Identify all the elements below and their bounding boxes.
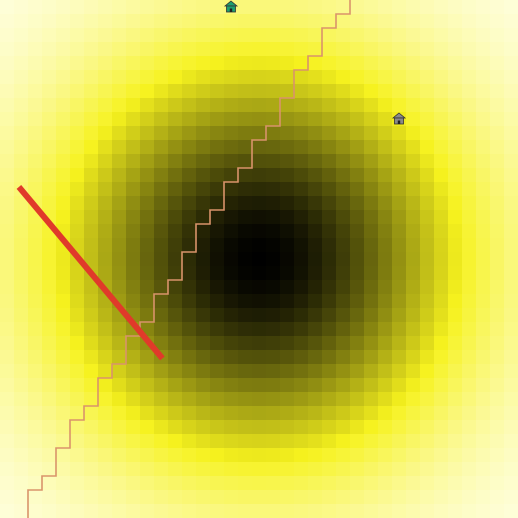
stair-step-path — [27, 0, 351, 518]
red-line-segment — [16, 184, 165, 361]
house-icon[interactable] — [391, 112, 407, 125]
house-icon[interactable] — [223, 0, 239, 13]
path-layer — [27, 0, 351, 518]
segment-layer — [16, 184, 165, 361]
marker-layer — [223, 0, 407, 125]
